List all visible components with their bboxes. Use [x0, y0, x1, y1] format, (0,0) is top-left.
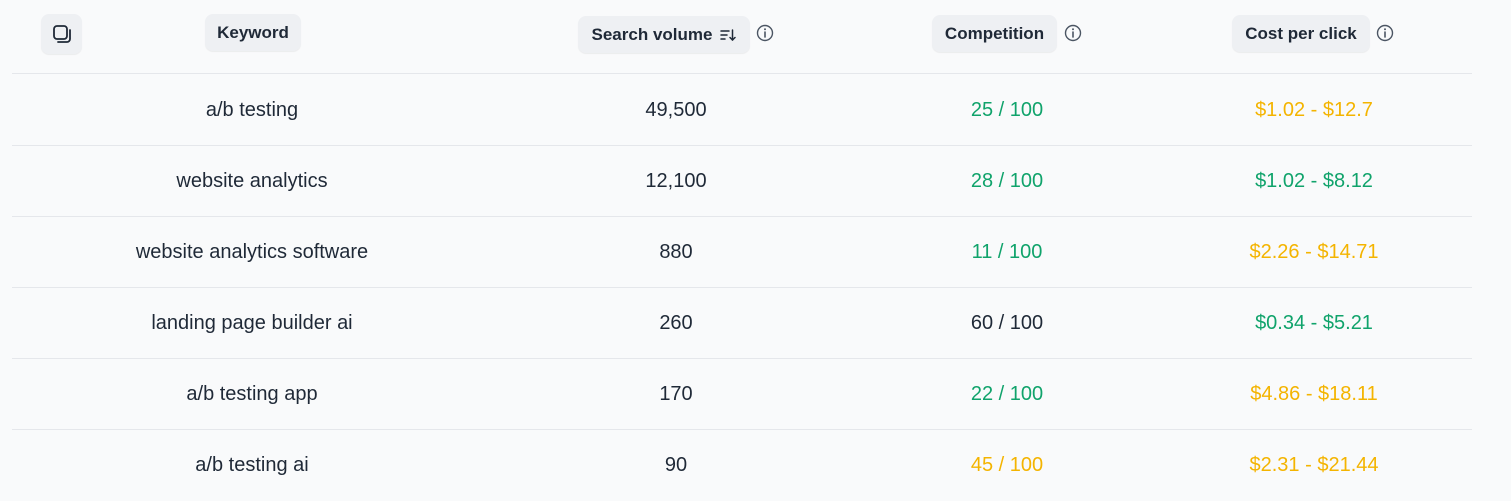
competition-cell: 60 / 100 [970, 312, 1044, 334]
table-row[interactable]: a/b testing app 170 22 / 100 $4.86 - $18… [12, 359, 1472, 430]
table-row[interactable]: website analytics 12,100 28 / 100 $1.02 … [12, 146, 1472, 217]
search-volume-cell: 880 [659, 241, 693, 263]
competition-column-header[interactable]: Competition [932, 15, 1057, 52]
cost-per-click-cell: $1.02 - $12.7 [1255, 99, 1373, 121]
cost-per-click-cell: $2.26 - $14.71 [1249, 241, 1379, 263]
cost-per-click-column-header[interactable]: Cost per click [1232, 15, 1370, 52]
keyword-cell: website analytics [176, 170, 328, 192]
competition-cell: 45 / 100 [970, 454, 1044, 476]
search-volume-column-header[interactable]: Search volume [578, 16, 750, 53]
search-volume-cell: 90 [664, 454, 688, 476]
cost-per-click-cell: $2.31 - $21.44 [1249, 454, 1379, 476]
cost-per-click-cell: $0.34 - $5.21 [1255, 312, 1373, 334]
keyword-cell: landing page builder ai [151, 312, 353, 334]
table-header: Keyword Search volume Competition [12, 0, 1472, 74]
keyword-cell: website analytics software [135, 241, 369, 263]
cost-per-click-info-icon[interactable] [1376, 24, 1394, 42]
competition-cell: 22 / 100 [970, 383, 1044, 405]
copy-icon [52, 25, 71, 43]
cost-per-click-header-label: Cost per click [1245, 23, 1357, 43]
search-volume-info-icon[interactable] [756, 24, 774, 42]
competition-cell: 25 / 100 [970, 99, 1044, 121]
keyword-cell: a/b testing [205, 99, 299, 121]
table-row[interactable]: website analytics software 880 11 / 100 … [12, 217, 1472, 288]
keyword-table: Keyword Search volume Competition [12, 0, 1472, 496]
cost-per-click-cell: $4.86 - $18.11 [1250, 383, 1378, 405]
search-volume-cell: 12,100 [645, 170, 707, 192]
competition-cell: 28 / 100 [970, 170, 1044, 192]
sort-descending-icon [720, 28, 737, 41]
competition-info-icon[interactable] [1064, 24, 1082, 42]
keyword-header-label: Keyword [217, 22, 289, 42]
competition-header-label: Competition [944, 23, 1045, 43]
keyword-column-header[interactable]: Keyword [205, 14, 301, 51]
search-volume-cell: 170 [659, 383, 693, 405]
table-row[interactable]: a/b testing 49,500 25 / 100 $1.02 - $12.… [12, 75, 1472, 146]
competition-cell: 11 / 100 [971, 241, 1043, 263]
select-all-button[interactable] [41, 14, 82, 54]
table-row[interactable]: a/b testing ai 90 45 / 100 $2.31 - $21.4… [12, 430, 1472, 501]
cost-per-click-cell: $1.02 - $8.12 [1255, 170, 1373, 192]
search-volume-header-label: Search volume [591, 24, 713, 44]
search-volume-cell: 49,500 [645, 99, 707, 121]
table-row[interactable]: landing page builder ai 260 60 / 100 $0.… [12, 288, 1472, 359]
keyword-cell: a/b testing app [186, 383, 318, 405]
keyword-cell: a/b testing ai [195, 454, 309, 476]
search-volume-cell: 260 [659, 312, 693, 334]
